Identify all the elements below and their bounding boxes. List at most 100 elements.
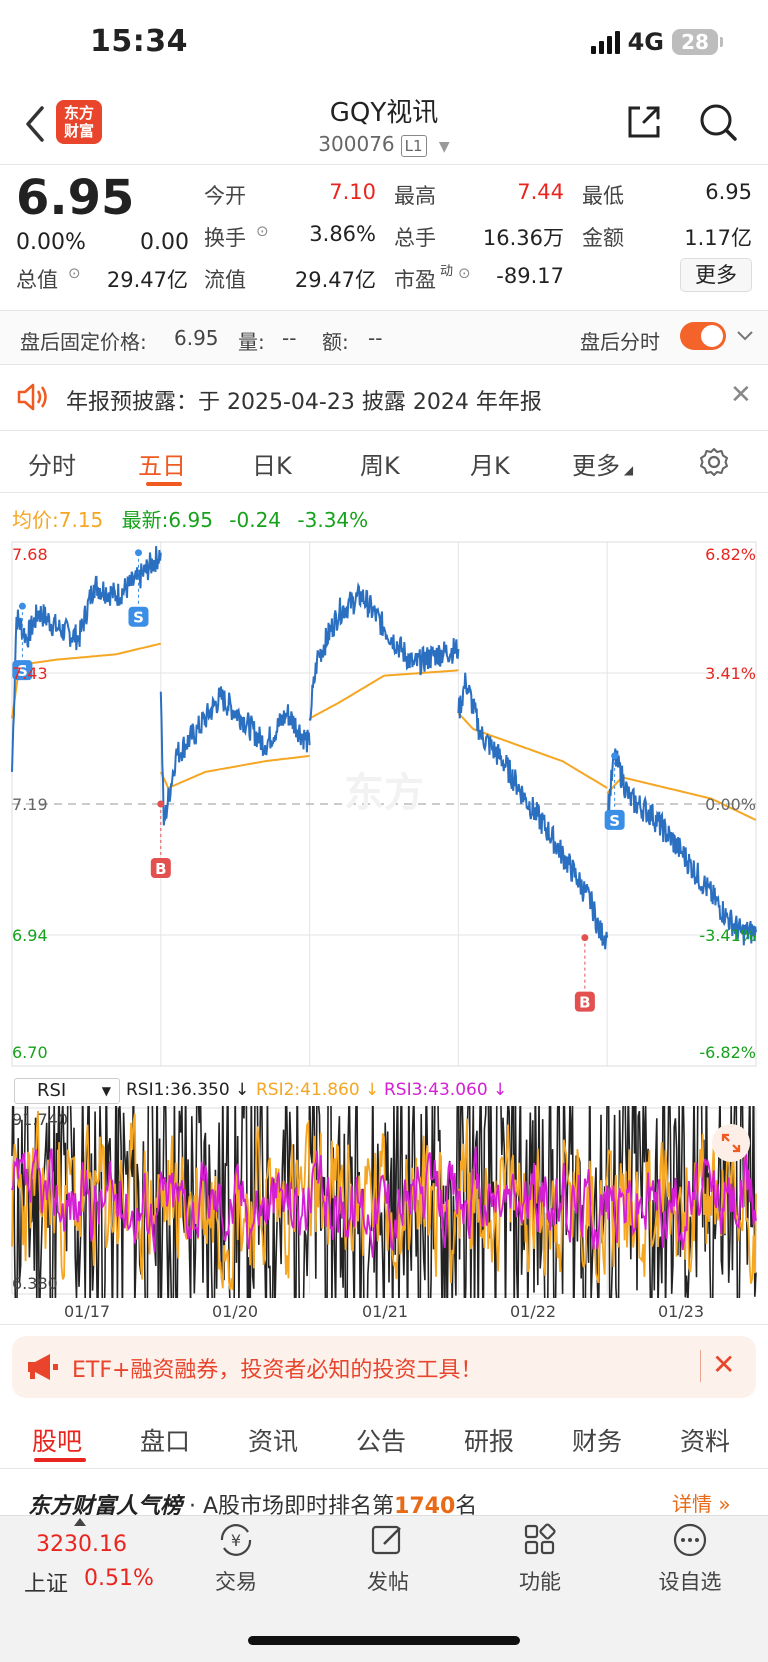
signal-icon xyxy=(590,30,620,54)
index-value[interactable]: 3230.16 xyxy=(36,1532,127,1557)
nav-add-watchlist[interactable]: 设自选 xyxy=(658,1570,722,1594)
tab-finance[interactable]: 财务 xyxy=(572,1427,623,1456)
more-button[interactable]: 更多 xyxy=(680,258,752,292)
y-axis-label: 7.43 xyxy=(12,664,48,683)
amount-value: 1.17亿 xyxy=(684,226,752,250)
after-hours-bar xyxy=(0,310,768,364)
tab-daily-k[interactable]: 日K xyxy=(252,452,292,480)
y-axis-label-pct: -3.41% xyxy=(699,926,756,945)
after-hours-price: 6.95 xyxy=(174,326,219,350)
index-name[interactable]: 上证 xyxy=(24,1572,69,1597)
status-time: 15:34 xyxy=(90,24,188,59)
rsi-max-label: 91.740 xyxy=(12,1110,68,1129)
info-icon[interactable]: ⊙ xyxy=(458,264,471,282)
svg-text:¥: ¥ xyxy=(231,1531,241,1550)
divider xyxy=(0,310,768,311)
y-axis-label: 7.68 xyxy=(12,545,48,564)
pe-superscript: 动 xyxy=(440,264,454,279)
tab-monthly-k[interactable]: 月K xyxy=(470,452,510,480)
rsi1-line xyxy=(11,1106,757,1298)
tab-announcements[interactable]: 公告 xyxy=(356,1427,407,1456)
app-logo: 东方 财富 xyxy=(56,100,102,144)
nav-post[interactable]: 发帖 xyxy=(367,1570,409,1594)
turnover-value: 3.86% xyxy=(309,222,376,246)
notice-text[interactable]: 年报预披露：于 2025-04-23 披露 2024 年年报 xyxy=(66,390,542,415)
tab-research[interactable]: 研报 xyxy=(464,1427,515,1456)
nav-function[interactable]: 功能 xyxy=(519,1570,561,1594)
watermark: 东方 xyxy=(344,770,424,816)
close-icon[interactable]: ✕ xyxy=(730,380,752,410)
promo-text[interactable]: ETF+融资融券，投资者必知的投资工具！ xyxy=(72,1358,483,1383)
volume-value: 16.36万 xyxy=(482,226,564,250)
promo-banner[interactable] xyxy=(12,1336,756,1398)
index-percent[interactable]: 0.51% xyxy=(84,1566,154,1591)
change-percent: 0.00% xyxy=(16,230,86,255)
function-icon[interactable] xyxy=(522,1522,558,1558)
divider xyxy=(0,164,768,165)
chevron-down-icon[interactable] xyxy=(736,330,754,342)
tab-underline xyxy=(146,482,182,486)
after-hours-amt: -- xyxy=(368,326,383,350)
dropdown-arrow-icon: ▼ xyxy=(438,139,450,155)
info-icon[interactable]: ⊙ xyxy=(256,222,269,240)
after-hours-toggle-label: 盘后分时 xyxy=(580,330,660,354)
marker-label: B xyxy=(155,860,166,878)
popularity-rank[interactable]: 东方财富人气榜 · A股市场即时排名第1740名 xyxy=(28,1494,478,1519)
rank-detail-link[interactable]: 详情 » xyxy=(672,1492,731,1516)
indicator-selector[interactable]: RSI ▼ xyxy=(14,1078,120,1104)
divider xyxy=(0,364,768,365)
divider xyxy=(0,430,768,431)
divider xyxy=(0,1324,768,1325)
marker-label: S xyxy=(609,812,620,830)
sell-marker xyxy=(128,606,149,627)
y-axis-label: 7.19 xyxy=(12,795,48,814)
buy-marker xyxy=(150,858,171,878)
price-line xyxy=(11,546,757,950)
trade-icon[interactable]: ¥ xyxy=(216,1522,256,1558)
share-icon[interactable] xyxy=(624,102,664,142)
info-icon[interactable]: ⊙ xyxy=(68,264,81,282)
nav-trade[interactable]: 交易 xyxy=(215,1570,257,1594)
gear-icon[interactable] xyxy=(698,446,730,478)
search-icon[interactable] xyxy=(698,102,738,142)
tab-news[interactable]: 资讯 xyxy=(248,1427,299,1456)
five-day-chart[interactable]: 东方 S S B B S 7.68 7.43 7.19 6.94 6.70 6.82% 3.41% 0… xyxy=(0,536,768,1076)
date-label: 01/23 xyxy=(658,1302,705,1321)
rsi-chart[interactable] xyxy=(0,1106,768,1298)
tab-five-day[interactable]: 五日 xyxy=(138,452,186,480)
expand-icon[interactable] xyxy=(712,1124,750,1162)
after-hours-vol-label: 量: xyxy=(238,330,265,354)
watchlist-icon[interactable] xyxy=(672,1522,708,1558)
marker-dot xyxy=(581,934,589,942)
turnover-label: 换手 xyxy=(204,226,246,250)
last-price: 6.95 xyxy=(16,170,135,226)
date-label: 01/17 xyxy=(64,1302,111,1321)
tab-guba[interactable]: 股吧 xyxy=(32,1427,83,1456)
float-label: 流值 xyxy=(204,268,246,292)
mktcap-label: 总值 xyxy=(16,268,58,292)
y-axis-label-pct: 0.00% xyxy=(705,795,756,814)
divider xyxy=(0,492,768,493)
open-label: 今开 xyxy=(204,184,246,208)
tab-profile[interactable]: 资料 xyxy=(680,1427,731,1456)
marker-label: S xyxy=(17,662,28,680)
network-label: 4G xyxy=(627,28,664,56)
after-hours-toggle[interactable] xyxy=(680,322,726,350)
close-icon[interactable]: ✕ xyxy=(712,1348,736,1381)
rsi3-value: RSI3:43.060 ↓ xyxy=(384,1080,508,1100)
tab-weekly-k[interactable]: 周K xyxy=(360,452,400,480)
tab-intraday[interactable]: 分时 xyxy=(28,452,76,480)
tab-pankou[interactable]: 盘口 xyxy=(140,1427,191,1456)
post-icon[interactable] xyxy=(370,1522,406,1558)
rsi-min-label: 6.380 xyxy=(12,1274,58,1293)
stock-name: GQY视讯 xyxy=(329,98,439,128)
stock-code-selector[interactable]: 300076 L1 ▼ xyxy=(0,132,768,157)
tab-more[interactable]: 更多 ◢ xyxy=(572,452,634,480)
marker-dot xyxy=(18,602,26,610)
rsi3-line xyxy=(11,1146,757,1258)
back-icon[interactable] xyxy=(22,104,52,144)
divider xyxy=(700,1350,701,1382)
rsi1-value: RSI1:36.350 ↓ xyxy=(126,1080,250,1100)
megaphone-icon xyxy=(28,1354,58,1380)
up-arrow-icon xyxy=(74,1518,86,1526)
